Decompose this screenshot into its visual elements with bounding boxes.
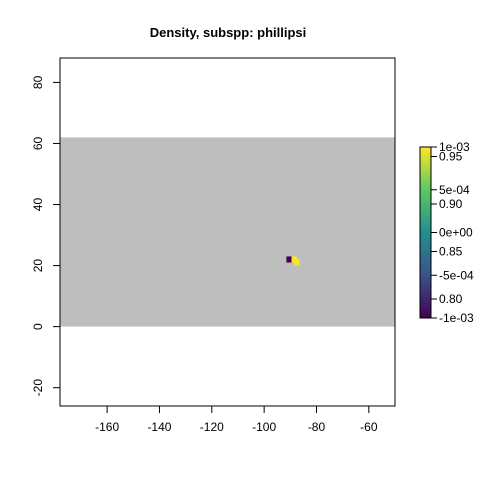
colorbar-b-label-2: 0.85 bbox=[439, 245, 463, 259]
y-tick-label-4: 60 bbox=[31, 136, 45, 150]
colorbar-a-label-3: -5e-04 bbox=[439, 268, 474, 282]
colorbar-a-label-2: 0e+00 bbox=[439, 226, 473, 240]
heatmap-cell-0 bbox=[286, 256, 292, 263]
colorbar-b-label-1: 0.90 bbox=[439, 197, 463, 211]
x-tick-label-1: -140 bbox=[147, 420, 171, 434]
x-tick-label-2: -120 bbox=[200, 420, 224, 434]
colorbar-b-label-3: 0.80 bbox=[439, 292, 463, 306]
y-tick-label-5: 80 bbox=[31, 75, 45, 89]
y-tick-label-3: 40 bbox=[31, 198, 45, 212]
chart-title: Density, subspp: phillipsi bbox=[150, 25, 307, 40]
heatmap-cell-2 bbox=[294, 259, 300, 266]
colorbar-a-label-1: 5e-04 bbox=[439, 183, 470, 197]
colorbar-gradient bbox=[419, 146, 432, 319]
na-region bbox=[60, 137, 395, 327]
y-tick-label-1: 0 bbox=[31, 323, 45, 330]
colorbar-a-label-0: 1e-03 bbox=[439, 140, 470, 154]
y-tick-label-2: 20 bbox=[31, 259, 45, 273]
x-tick-label-3: -100 bbox=[252, 420, 276, 434]
colorbar-a-label-4: -1e-03 bbox=[439, 311, 474, 325]
colorbar-b-label-0: 0.95 bbox=[439, 150, 463, 164]
x-tick-label-0: -160 bbox=[95, 420, 119, 434]
x-tick-label-4: -80 bbox=[308, 420, 326, 434]
y-tick-label-0: -20 bbox=[31, 379, 45, 397]
x-tick-label-5: -60 bbox=[360, 420, 378, 434]
